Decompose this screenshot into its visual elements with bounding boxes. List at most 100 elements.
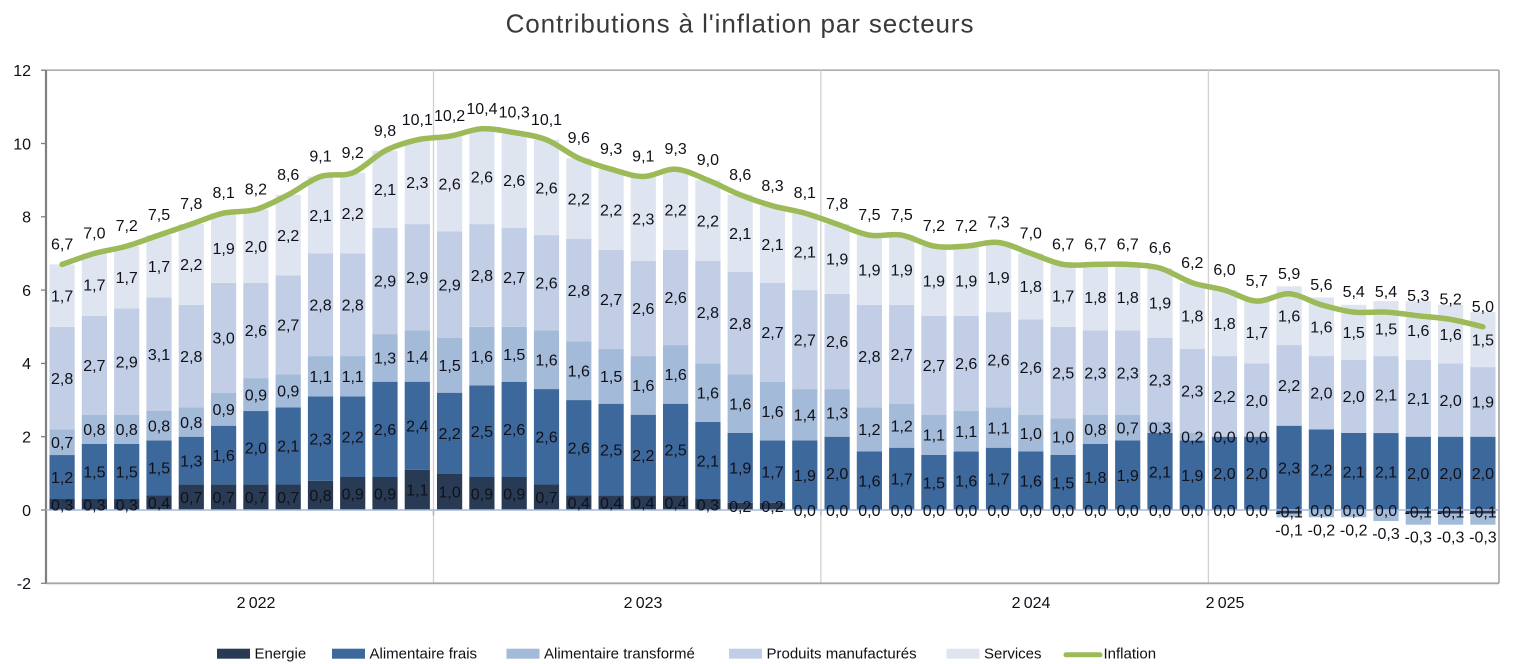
svg-text:1,7: 1,7: [1246, 325, 1268, 342]
svg-text:7,0: 7,0: [1020, 225, 1042, 242]
svg-text:1,6: 1,6: [1407, 323, 1429, 340]
svg-text:0,0: 0,0: [1052, 503, 1074, 520]
svg-text:0,9: 0,9: [374, 486, 396, 503]
svg-text:2,7: 2,7: [891, 347, 913, 364]
svg-text:5,0: 5,0: [1472, 299, 1494, 316]
svg-text:1,1: 1,1: [923, 428, 945, 445]
svg-text:-0,3: -0,3: [1437, 530, 1465, 547]
svg-text:-0,3: -0,3: [1372, 526, 1400, 543]
svg-text:2,2: 2,2: [600, 202, 622, 219]
svg-text:5,6: 5,6: [1310, 277, 1332, 294]
svg-text:0,0: 0,0: [1310, 503, 1332, 520]
svg-text:10,4: 10,4: [466, 101, 497, 118]
svg-text:7,8: 7,8: [826, 196, 848, 213]
svg-text:1,9: 1,9: [1472, 395, 1494, 412]
svg-text:2,8: 2,8: [568, 283, 590, 300]
svg-text:1,6: 1,6: [1020, 474, 1042, 491]
svg-text:1,5: 1,5: [503, 347, 525, 364]
svg-text:2,1: 2,1: [1375, 464, 1397, 481]
svg-text:10,2: 10,2: [434, 108, 465, 125]
svg-text:2,9: 2,9: [406, 270, 428, 287]
svg-text:2,7: 2,7: [83, 358, 105, 375]
svg-text:1,0: 1,0: [1020, 426, 1042, 443]
svg-text:2,4: 2,4: [406, 419, 428, 436]
svg-text:0,9: 0,9: [471, 486, 493, 503]
svg-text:0,2: 0,2: [1181, 430, 1203, 447]
svg-text:1,1: 1,1: [987, 420, 1009, 437]
svg-text:0,7: 0,7: [535, 490, 557, 507]
svg-text:0,4: 0,4: [632, 496, 654, 513]
svg-text:1,5: 1,5: [438, 358, 460, 375]
svg-text:8,3: 8,3: [761, 178, 783, 195]
svg-text:0,0: 0,0: [794, 503, 816, 520]
svg-text:7,2: 7,2: [923, 218, 945, 235]
svg-text:0,9: 0,9: [342, 486, 364, 503]
svg-text:2,3: 2,3: [1149, 373, 1171, 390]
svg-text:2,1: 2,1: [697, 453, 719, 470]
svg-text:1,6: 1,6: [955, 474, 977, 491]
svg-text:0,9: 0,9: [277, 384, 299, 401]
svg-text:8,1: 8,1: [212, 185, 234, 202]
svg-text:2,1: 2,1: [729, 226, 751, 243]
svg-text:2,1: 2,1: [309, 208, 331, 225]
svg-text:1,8: 1,8: [1117, 290, 1139, 307]
svg-text:0,0: 0,0: [1246, 503, 1268, 520]
svg-text:1,5: 1,5: [116, 464, 138, 481]
svg-text:1,7: 1,7: [987, 472, 1009, 489]
svg-text:0,3: 0,3: [697, 497, 719, 514]
svg-text:Inflation: Inflation: [1104, 646, 1157, 663]
svg-text:6,7: 6,7: [1052, 236, 1074, 253]
svg-text:2,6: 2,6: [826, 334, 848, 351]
svg-text:2,0: 2,0: [826, 466, 848, 483]
svg-text:0,0: 0,0: [1181, 503, 1203, 520]
svg-text:Services: Services: [984, 646, 1042, 663]
svg-text:1,6: 1,6: [1278, 309, 1300, 326]
svg-text:1,8: 1,8: [1020, 279, 1042, 296]
svg-text:0,0: 0,0: [1375, 503, 1397, 520]
svg-text:2,0: 2,0: [1439, 466, 1461, 483]
svg-text:2,2: 2,2: [1278, 378, 1300, 395]
svg-text:0,7: 0,7: [1117, 420, 1139, 437]
svg-text:0,0: 0,0: [955, 503, 977, 520]
svg-text:1,6: 1,6: [697, 386, 719, 403]
svg-text:2,6: 2,6: [535, 276, 557, 293]
svg-text:2,3: 2,3: [1278, 461, 1300, 478]
svg-text:6,7: 6,7: [1084, 236, 1106, 253]
svg-text:2,2: 2,2: [632, 448, 654, 465]
svg-text:2,0: 2,0: [245, 239, 267, 256]
svg-text:0,8: 0,8: [180, 415, 202, 432]
svg-text:4: 4: [22, 356, 31, 373]
svg-text:1,8: 1,8: [1213, 316, 1235, 333]
svg-text:2,1: 2,1: [1149, 464, 1171, 481]
svg-text:0,3: 0,3: [1149, 420, 1171, 437]
svg-text:7,5: 7,5: [858, 207, 880, 224]
svg-text:6,0: 6,0: [1213, 262, 1235, 279]
svg-text:8,2: 8,2: [245, 182, 267, 199]
svg-text:Alimentaire transformé: Alimentaire transformé: [544, 646, 695, 663]
svg-text:1,8: 1,8: [1084, 290, 1106, 307]
svg-text:1,6: 1,6: [471, 349, 493, 366]
svg-text:1,9: 1,9: [212, 241, 234, 258]
svg-text:2,6: 2,6: [245, 323, 267, 340]
svg-text:Alimentaire frais: Alimentaire frais: [370, 646, 478, 663]
svg-text:0,0: 0,0: [1213, 430, 1235, 447]
svg-text:0,4: 0,4: [600, 496, 622, 513]
svg-text:1,9: 1,9: [1181, 468, 1203, 485]
svg-text:9,0: 9,0: [697, 152, 719, 169]
svg-text:2,6: 2,6: [632, 301, 654, 318]
svg-text:2,2: 2,2: [342, 430, 364, 447]
svg-text:9,1: 9,1: [632, 149, 654, 166]
svg-text:0,8: 0,8: [148, 419, 170, 436]
svg-text:2,6: 2,6: [955, 356, 977, 373]
svg-text:0: 0: [22, 503, 31, 520]
svg-text:-0,1: -0,1: [1469, 505, 1497, 522]
svg-text:6,2: 6,2: [1181, 255, 1203, 272]
svg-text:2,6: 2,6: [664, 290, 686, 307]
svg-text:0,2: 0,2: [729, 499, 751, 516]
svg-text:2,7: 2,7: [923, 358, 945, 375]
svg-text:1,1: 1,1: [309, 369, 331, 386]
svg-text:2,2: 2,2: [180, 257, 202, 274]
svg-text:1,9: 1,9: [891, 263, 913, 280]
svg-text:1,2: 1,2: [891, 419, 913, 436]
svg-text:2,2: 2,2: [568, 191, 590, 208]
